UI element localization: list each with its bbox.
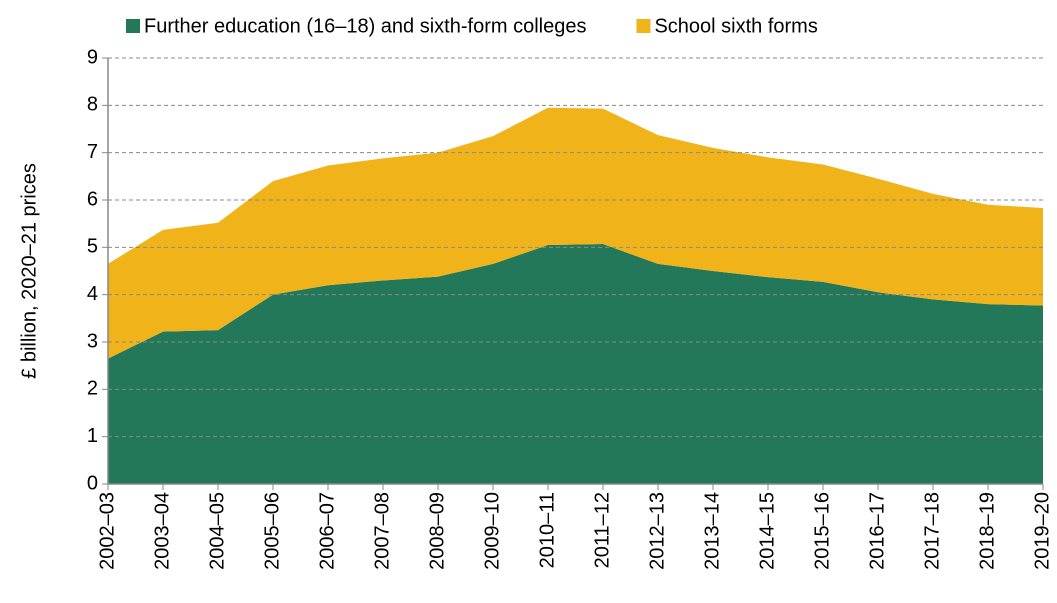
- x-tick-label: 2005–06: [261, 492, 283, 570]
- area: [108, 107, 1043, 359]
- y-tick-label: 7: [87, 141, 98, 163]
- y-tick-label: 9: [87, 46, 98, 68]
- x-tick-label: 2003–04: [151, 492, 173, 570]
- y-tick-label: 6: [87, 188, 98, 210]
- y-axis-label: £ billion, 2020–21 prices: [18, 163, 40, 379]
- legend-label: School sixth forms: [654, 15, 817, 37]
- x-tick-label: 2013–14: [701, 492, 723, 570]
- y-tick-label: 1: [87, 425, 98, 447]
- x-tick-label: 2018–19: [976, 492, 998, 570]
- x-tick-label: 2009–10: [481, 492, 503, 570]
- y-tick-label: 0: [87, 472, 98, 494]
- x-tick-label: 2015–16: [811, 492, 833, 570]
- x-tick-label: 2008–09: [426, 492, 448, 570]
- legend-label: Further education (16–18) and sixth-form…: [144, 15, 586, 37]
- y-tick-label: 3: [87, 330, 98, 352]
- areas: [108, 107, 1043, 484]
- area: [108, 244, 1043, 484]
- x-tick-label: 2002–03: [96, 492, 118, 570]
- x-tick-label: 2012–13: [646, 492, 668, 570]
- y-tick-label: 2: [87, 378, 98, 400]
- x-tick-label: 2011–12: [591, 492, 613, 568]
- x-tick-label: 2014–15: [756, 492, 778, 570]
- legend-swatch: [126, 19, 140, 33]
- y-tick-label: 8: [87, 94, 98, 116]
- x-tick-label: 2010–11: [536, 492, 558, 568]
- y-tick-label: 4: [87, 283, 98, 305]
- x-tick-label: 2019–20: [1031, 492, 1053, 570]
- legend-swatch: [636, 19, 651, 33]
- x-tick-label: 2004–05: [206, 492, 228, 570]
- x-tick-label: 2017–18: [921, 492, 943, 570]
- y-tick-label: 5: [87, 236, 98, 258]
- x-tick-label: 2016–17: [866, 492, 888, 570]
- x-tick-label: 2007–08: [371, 492, 393, 570]
- x-tick-label: 2006–07: [316, 492, 338, 570]
